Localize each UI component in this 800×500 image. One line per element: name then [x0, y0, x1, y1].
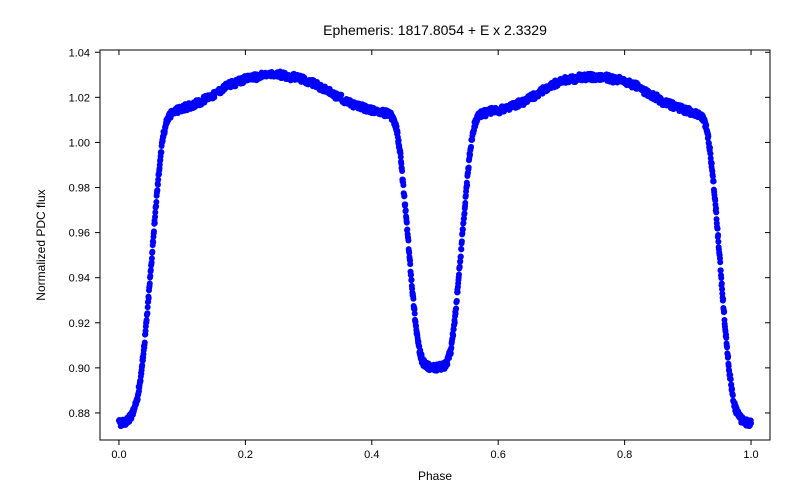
data-point — [149, 255, 155, 261]
y-tick-label: 1.02 — [69, 92, 90, 104]
data-point — [462, 200, 468, 206]
data-point — [145, 304, 151, 310]
data-point — [410, 296, 416, 302]
data-point — [144, 317, 150, 323]
data-point — [460, 226, 466, 232]
y-axis-label: Normalized PDC flux — [34, 189, 48, 300]
data-point — [748, 420, 754, 426]
data-point — [705, 133, 711, 139]
data-point — [717, 259, 723, 265]
x-tick-label: 0.0 — [111, 449, 126, 461]
data-point — [400, 182, 406, 188]
data-point — [158, 149, 164, 155]
chart-container: 0.0 0.2 0.4 0.6 0.8 1.0 0.88 0.90 0.92 0.94 0.96 0.… — [0, 0, 800, 500]
data-point — [152, 220, 158, 226]
data-point — [453, 305, 459, 311]
data-point — [459, 238, 465, 244]
y-tick-label: 0.98 — [69, 183, 90, 195]
data-point — [720, 296, 726, 302]
x-tick-label: 0.4 — [364, 449, 379, 461]
data-point — [454, 298, 460, 304]
y-tick-label: 1.00 — [69, 137, 90, 149]
data-point — [147, 280, 153, 286]
data-point — [715, 232, 721, 238]
data-point — [396, 138, 402, 144]
data-point — [458, 246, 464, 252]
data-point — [142, 339, 148, 345]
data-point — [402, 201, 408, 207]
x-axis-label: Phase — [418, 469, 452, 483]
x-tick-label: 1.0 — [743, 449, 758, 461]
data-point — [399, 168, 405, 174]
data-point — [151, 228, 157, 234]
data-point — [728, 376, 734, 382]
data-point — [409, 277, 415, 283]
data-point — [408, 272, 414, 278]
data-point — [724, 344, 730, 350]
data-point — [455, 289, 461, 295]
y-tick-label: 0.94 — [69, 273, 90, 285]
y-tick-label: 0.96 — [69, 228, 90, 240]
data-point — [711, 178, 717, 184]
data-point — [404, 220, 410, 226]
data-point — [407, 261, 413, 267]
x-tick-label: 0.8 — [617, 449, 632, 461]
data-point — [412, 310, 418, 316]
data-point — [721, 309, 727, 315]
data-point — [725, 353, 731, 359]
data-point — [452, 320, 458, 326]
data-point — [713, 209, 719, 215]
data-point — [153, 199, 159, 205]
y-tick-label: 0.88 — [69, 408, 90, 420]
data-point — [718, 275, 724, 281]
chart-title: Ephemeris: 1817.8054 + E x 2.3329 — [323, 22, 547, 38]
x-tick-label: 0.6 — [491, 449, 506, 461]
data-point — [403, 207, 409, 213]
chart-svg: 0.0 0.2 0.4 0.6 0.8 1.0 0.88 0.90 0.92 0.94 0.96 0.… — [0, 0, 800, 500]
data-point — [458, 254, 464, 260]
y-tick-label: 0.90 — [69, 363, 90, 375]
data-point — [719, 280, 725, 286]
data-point — [450, 333, 456, 339]
data-point — [707, 145, 713, 151]
x-tick-label: 0.2 — [238, 449, 253, 461]
data-point — [149, 249, 155, 255]
y-tick-label: 1.04 — [69, 47, 90, 59]
data-point — [154, 187, 160, 193]
data-point — [146, 295, 152, 301]
data-point — [709, 160, 715, 166]
data-point — [723, 335, 729, 341]
data-point — [444, 362, 450, 368]
data-point — [715, 226, 721, 232]
data-point — [405, 238, 411, 244]
data-point — [468, 144, 474, 150]
data-point — [715, 239, 721, 245]
data-point — [401, 193, 407, 199]
data-point — [730, 392, 736, 398]
data-point — [144, 310, 150, 316]
data-point — [466, 165, 472, 171]
data-point — [150, 239, 156, 245]
data-point — [155, 182, 161, 188]
y-tick-label: 0.92 — [69, 318, 90, 330]
data-point — [464, 182, 470, 188]
data-point — [456, 272, 462, 278]
